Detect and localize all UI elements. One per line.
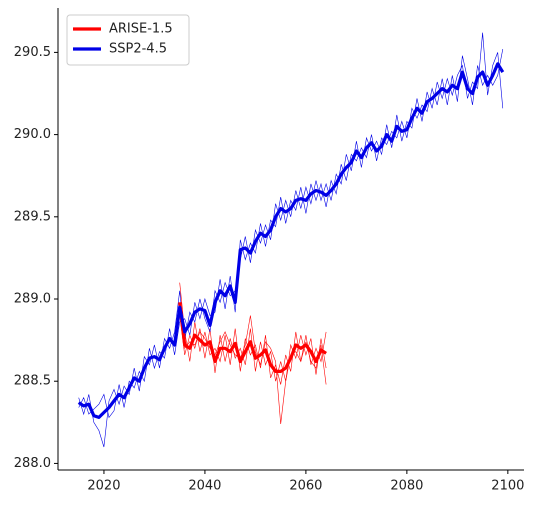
y-tick-label: 290.0 xyxy=(14,127,51,142)
mean-line xyxy=(77,62,505,419)
x-tick-label: 2080 xyxy=(390,479,423,494)
y-tick-label: 288.0 xyxy=(14,456,51,471)
x-tick-label: 2040 xyxy=(188,479,221,494)
member-line xyxy=(78,32,504,448)
member-line xyxy=(78,49,504,419)
y-tick-label: 290.5 xyxy=(14,45,51,60)
y-tick-label: 289.5 xyxy=(14,209,51,224)
legend-label: SSP2-4.5 xyxy=(109,42,167,57)
x-tick-label: 2060 xyxy=(289,479,322,494)
x-tick-label: 2100 xyxy=(491,479,524,494)
mean-line xyxy=(178,302,327,373)
y-tick-label: 289.0 xyxy=(14,292,51,307)
member-line xyxy=(179,307,327,425)
legend-label: ARISE-1.5 xyxy=(109,22,173,37)
x-tick-label: 2020 xyxy=(87,479,120,494)
y-tick-label: 288.5 xyxy=(14,374,51,389)
